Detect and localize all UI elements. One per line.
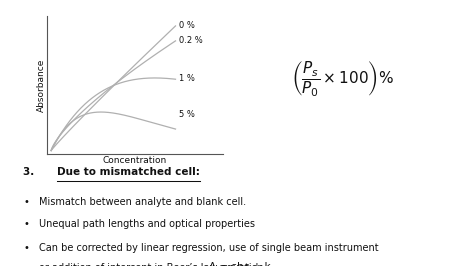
- Text: 1 %: 1 %: [179, 73, 195, 82]
- Text: 3.: 3.: [23, 167, 38, 177]
- Text: 0 %: 0 %: [179, 22, 195, 30]
- Text: Due to mismatched cell:: Due to mismatched cell:: [57, 167, 200, 177]
- Y-axis label: Absorbance: Absorbance: [37, 59, 46, 112]
- Text: Can be corrected by linear regression, use of single beam instrument: Can be corrected by linear regression, u…: [39, 243, 379, 253]
- Text: or addition of intercept in Beer’s law equation.: or addition of intercept in Beer’s law e…: [39, 263, 267, 266]
- Text: •: •: [23, 197, 29, 207]
- Text: A = εbc + k: A = εbc + k: [209, 262, 270, 266]
- Text: Mismatch between analyte and blank cell.: Mismatch between analyte and blank cell.: [39, 197, 246, 207]
- Text: Unequal path lengths and optical properties: Unequal path lengths and optical propert…: [39, 219, 255, 229]
- Text: •: •: [23, 243, 29, 253]
- Text: 0.2 %: 0.2 %: [179, 36, 203, 45]
- Text: $\left(\dfrac{P_s}{P_0}\times100\right)\%$: $\left(\dfrac{P_s}{P_0}\times100\right)\…: [291, 59, 394, 98]
- Text: •: •: [23, 219, 29, 229]
- X-axis label: Concentration: Concentration: [103, 156, 167, 165]
- Text: 5 %: 5 %: [179, 110, 195, 119]
